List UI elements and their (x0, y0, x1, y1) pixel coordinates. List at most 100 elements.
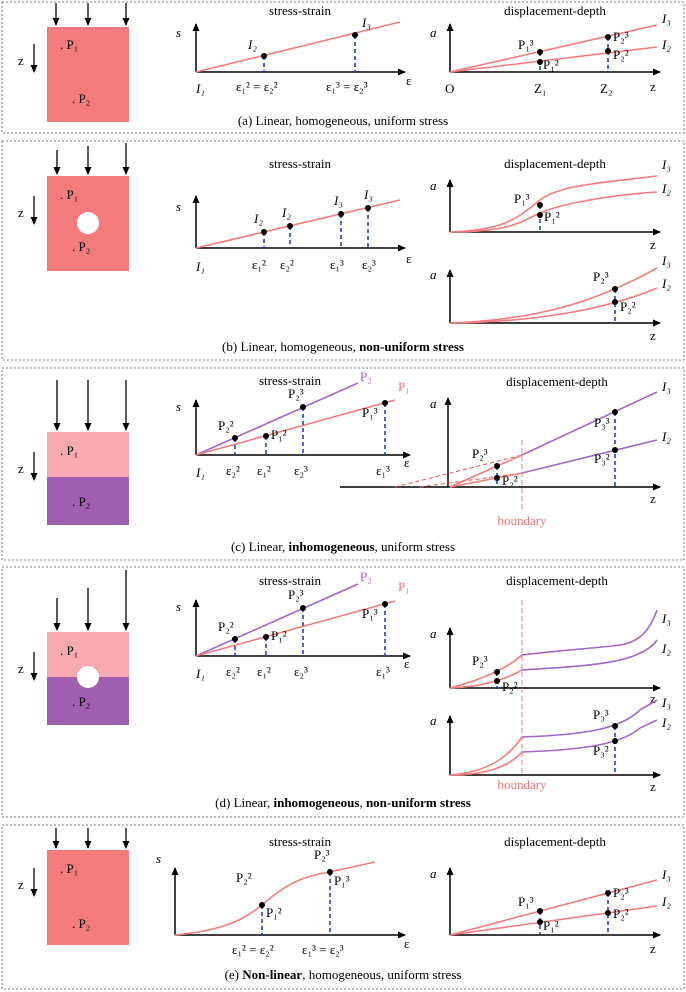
label: displacement-depth (504, 3, 606, 18)
label: displacement-depth (506, 374, 608, 389)
label: P₁³ (362, 405, 378, 420)
label: . P₂ (72, 91, 90, 106)
label: a (430, 866, 437, 881)
label: Z₂ (600, 81, 612, 96)
label: a (430, 178, 437, 193)
label: I₂ (281, 205, 291, 220)
panel-e: z . P₁ . P₂ stress-strain s ε P₂² P₁² P₂… (1, 824, 685, 990)
point (259, 902, 265, 908)
label: I₂ (661, 37, 671, 52)
caption-part: , (359, 795, 366, 810)
label: z (18, 53, 24, 68)
label: I₂ (661, 276, 671, 291)
label: ε (404, 936, 410, 951)
label: . P₂ (72, 239, 90, 254)
label: I₃ (361, 15, 371, 30)
label: ε₁² (252, 257, 266, 272)
label: P₁² (271, 427, 287, 442)
frame (1, 566, 685, 818)
label: z (650, 491, 656, 506)
label: P₃² (593, 743, 609, 758)
point (612, 286, 618, 292)
label: z (18, 877, 24, 892)
label: z (650, 237, 656, 252)
label: ε₂² (226, 664, 240, 679)
label: a (430, 267, 437, 282)
point (365, 205, 371, 211)
label: P₃³ (593, 707, 609, 722)
label: P₂³ (314, 847, 330, 862)
line (195, 21, 401, 73)
point (537, 212, 543, 218)
label: P₁³ (518, 894, 534, 909)
label: I₁ (195, 465, 205, 480)
label: I₁ (195, 666, 205, 681)
point (605, 890, 611, 896)
caption-part: non-uniform stress (359, 339, 464, 354)
label: s (176, 599, 181, 614)
label: ε₂² (226, 463, 240, 478)
label: ε₁² = ε₂² (232, 942, 274, 957)
point (494, 678, 500, 684)
label: P₁² (543, 57, 559, 72)
line (195, 382, 359, 456)
label: P₁ (398, 379, 410, 394)
block-bottom (47, 477, 129, 525)
label: a (430, 25, 437, 40)
caption-part: inhomogeneous (273, 795, 359, 810)
point (494, 463, 500, 469)
curve (449, 175, 658, 233)
label: boundary (497, 513, 547, 528)
caption-part: inhomogeneous (289, 539, 375, 554)
curve (521, 699, 658, 738)
point (612, 738, 618, 744)
label: displacement-depth (506, 573, 608, 588)
point (232, 435, 238, 441)
label: P₂² (613, 906, 629, 921)
point (261, 53, 267, 59)
caption-part: (d) Linear, (215, 795, 273, 810)
label: I₂ (661, 181, 671, 196)
label: ε₁² (257, 664, 271, 679)
point (263, 634, 269, 640)
line (195, 583, 359, 657)
label: P₃² (594, 451, 610, 466)
label: P₂² (620, 299, 636, 314)
curve (521, 391, 658, 456)
label: P₃³ (594, 415, 610, 430)
label: P₂³ (288, 587, 304, 602)
frame (1, 140, 685, 361)
curve (449, 472, 523, 488)
label: P₂³ (472, 446, 488, 461)
label: s (176, 25, 181, 40)
curve (449, 454, 523, 488)
label: I₃ (661, 867, 671, 882)
label: P₂³ (613, 29, 629, 44)
label: I₃ (661, 379, 671, 394)
panel-c: z . P₁ . P₂ stress-strain s ε I₁ P₂ P₁ P… (1, 367, 685, 561)
extension-line (394, 454, 523, 488)
caption: (e) Non-linear, homogeneous, uniform str… (225, 967, 462, 982)
label: . P₁ (60, 643, 78, 658)
label: P₁² (266, 905, 282, 920)
hole (77, 666, 99, 688)
label: I₂ (661, 894, 671, 909)
label: I₃ (661, 695, 671, 710)
label: O (445, 81, 454, 96)
point (287, 223, 293, 229)
label: I₃ (661, 11, 671, 26)
caption-part: Non-linear (242, 967, 302, 982)
label: P₂ (360, 369, 372, 384)
curve (449, 751, 523, 776)
label: I₁ (195, 81, 205, 96)
label: ε₁³ (376, 664, 390, 679)
frame (1, 367, 685, 561)
curve (449, 287, 658, 324)
caption-part: non-uniform stress (366, 795, 471, 810)
label: ε₂² (280, 257, 294, 272)
label: . P₁ (60, 37, 78, 52)
block (47, 27, 129, 122)
line (449, 46, 658, 73)
line (449, 905, 658, 936)
label: displacement-depth (504, 834, 606, 849)
